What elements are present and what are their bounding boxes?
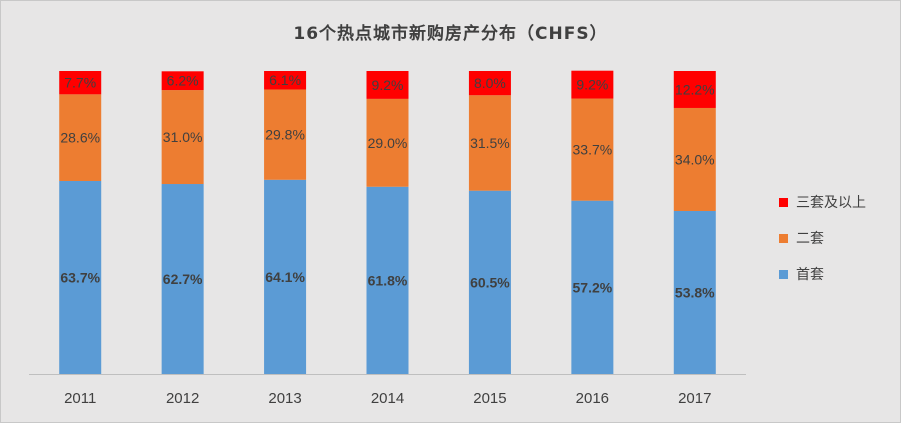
bar-segment xyxy=(673,107,716,211)
bar-segment xyxy=(468,71,511,96)
x-tick-label: 2016 xyxy=(576,390,609,407)
x-tick-label: 2017 xyxy=(678,390,711,407)
data-label: 6.2% xyxy=(167,73,199,89)
legend-item: 三套及以上 xyxy=(779,191,894,213)
data-label: 64.1% xyxy=(265,269,305,285)
data-label: 31.0% xyxy=(163,129,203,145)
data-label: 61.8% xyxy=(368,272,408,288)
data-label: 9.2% xyxy=(576,77,608,93)
bar-segment xyxy=(161,90,204,185)
data-label: 57.2% xyxy=(573,279,613,295)
data-label: 53.8% xyxy=(675,284,715,300)
data-label: 33.7% xyxy=(573,142,613,158)
bar-segment xyxy=(59,71,102,95)
data-label: 29.8% xyxy=(265,127,305,143)
data-label: 31.5% xyxy=(470,135,510,151)
bar-segment xyxy=(264,179,307,374)
legend-label: 首套 xyxy=(796,267,824,283)
x-tick-label: 2015 xyxy=(473,390,506,407)
data-label: 6.1% xyxy=(269,72,301,88)
bar-segment xyxy=(161,184,204,374)
chart-legend: 三套及以上 二套 首套 xyxy=(779,191,894,299)
legend-item: 首套 xyxy=(779,263,894,285)
bar-segment xyxy=(468,190,511,374)
legend-swatch xyxy=(779,233,788,243)
x-tick-label: 2011 xyxy=(64,390,96,407)
bar-segment xyxy=(571,200,614,374)
data-label: 28.6% xyxy=(60,130,100,146)
bar-segment xyxy=(161,71,204,91)
bar-segment xyxy=(468,95,511,191)
legend-label: 二套 xyxy=(796,231,824,247)
data-label: 29.0% xyxy=(368,135,408,151)
data-label: 62.7% xyxy=(163,271,203,287)
data-label: 8.0% xyxy=(474,75,506,91)
bar-segment xyxy=(673,210,716,374)
data-label: 34.0% xyxy=(675,151,715,167)
data-label: 9.2% xyxy=(372,77,404,93)
bar-segment xyxy=(571,70,614,99)
bar-segment xyxy=(571,98,614,201)
legend-item: 二套 xyxy=(779,227,894,249)
x-tick-label: 2014 xyxy=(371,390,404,407)
bar-segment xyxy=(264,71,307,90)
bar-segment xyxy=(59,94,102,181)
bar-segment xyxy=(366,186,409,374)
data-label: 12.2% xyxy=(675,81,715,97)
x-tick-label: 2012 xyxy=(166,390,199,407)
data-label: 7.7% xyxy=(64,75,96,91)
legend-swatch xyxy=(779,269,788,279)
bar-segment xyxy=(673,71,716,108)
bar-segment xyxy=(366,71,409,99)
stacked-bar-plot: 63.7% 28.6% 7.7% 2011 62.7% 31.0% 6.2% 2012 64.1… xyxy=(29,70,746,407)
legend-label: 三套及以上 xyxy=(796,195,866,211)
chart-title: 16个热点城市新购房产分布（CHFS） xyxy=(293,24,608,44)
x-tick-label: 2013 xyxy=(268,390,301,407)
legend-swatch xyxy=(779,197,788,207)
data-label: 63.7% xyxy=(60,269,100,285)
bar-segment xyxy=(264,89,307,180)
data-label: 60.5% xyxy=(470,274,510,290)
bar-segment xyxy=(59,180,102,374)
bar-segment xyxy=(366,98,409,187)
